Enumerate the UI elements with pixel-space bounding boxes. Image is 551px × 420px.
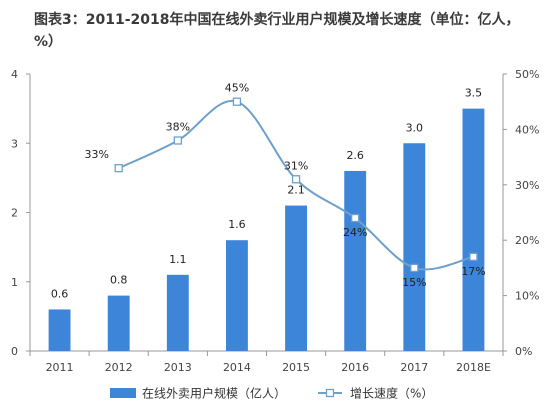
line-marker [410,263,419,273]
bar [285,205,308,351]
bar-value-label: 1.6 [228,218,246,231]
line-value-label: 38% [166,120,190,133]
left-tick-label: 0 [11,345,18,358]
bar [403,143,426,351]
right-tick-label: 50% [515,68,539,81]
legend-line-marker [325,388,335,398]
line-marker [232,97,242,106]
left-tick-label: 2 [11,207,18,220]
right-tick-label: 40% [515,123,539,136]
line-marker [173,136,182,145]
x-tick-label: 2014 [223,361,251,374]
x-tick-label: 2018E [456,361,491,374]
bar-value-label: 0.6 [51,287,69,300]
line-value-label: 17% [461,265,485,278]
line-series: 33% 38% 45% 31% 24% 15% 17% [84,82,485,289]
line-marker [351,213,360,223]
x-tick-label: 2016 [341,361,369,374]
bar-value-label: 2.6 [346,149,364,162]
bar [107,295,130,351]
bar [166,274,189,351]
x-tick-label: 2013 [164,361,192,374]
line-value-label: 31% [284,159,308,172]
right-tick-label: 30% [515,179,539,192]
bar-value-label: 3.5 [465,87,483,100]
legend: 在线外卖用户规模（亿人） 增长速度（%） [110,386,433,401]
left-tick-label: 1 [11,276,18,289]
legend-bar-swatch [110,388,136,398]
bar-value-label: 0.8 [110,274,128,287]
line-value-label: 24% [343,226,367,239]
bar [344,170,367,351]
line-marker [114,164,123,173]
chart-title: 图表3：2011-2018年中国在线外卖行业用户规模及增长速度（单位：亿人，%） [34,12,520,50]
bar-value-label: 2.1 [287,184,305,197]
bar-series: 0.6 0.8 1.1 1.6 2.1 2.6 3.0 3.5 [48,87,485,351]
x-tick-label: 2015 [282,361,310,374]
x-axis: 2011 2012 2013 2014 2015 2016 2017 2018E [29,350,504,374]
bar-value-label: 3.0 [406,121,424,134]
bar-value-label: 1.1 [169,253,187,266]
x-tick-label: 2017 [400,361,428,374]
left-axis: 0 1 2 3 4 [11,68,31,358]
bar [462,108,485,351]
line-value-label: 45% [225,82,249,95]
line-marker [469,252,478,261]
right-tick-label: 10% [515,290,539,303]
bar [48,309,71,351]
x-tick-label: 2011 [46,361,74,374]
x-tick-label: 2012 [105,361,133,374]
legend-bar-label: 在线外卖用户规模（亿人） [142,386,286,401]
legend-line-label: 增长速度（%） [350,386,433,401]
left-tick-label: 3 [11,137,18,150]
bar [225,240,248,351]
right-axis: 0% 10% 20% 30% 40% 50% [502,68,539,358]
line-value-label: 33% [84,148,108,161]
line-value-label: 15% [402,276,426,289]
right-tick-label: 0% [515,345,532,358]
left-tick-label: 4 [11,68,18,81]
line-marker [291,175,301,184]
right-tick-label: 20% [515,234,539,247]
